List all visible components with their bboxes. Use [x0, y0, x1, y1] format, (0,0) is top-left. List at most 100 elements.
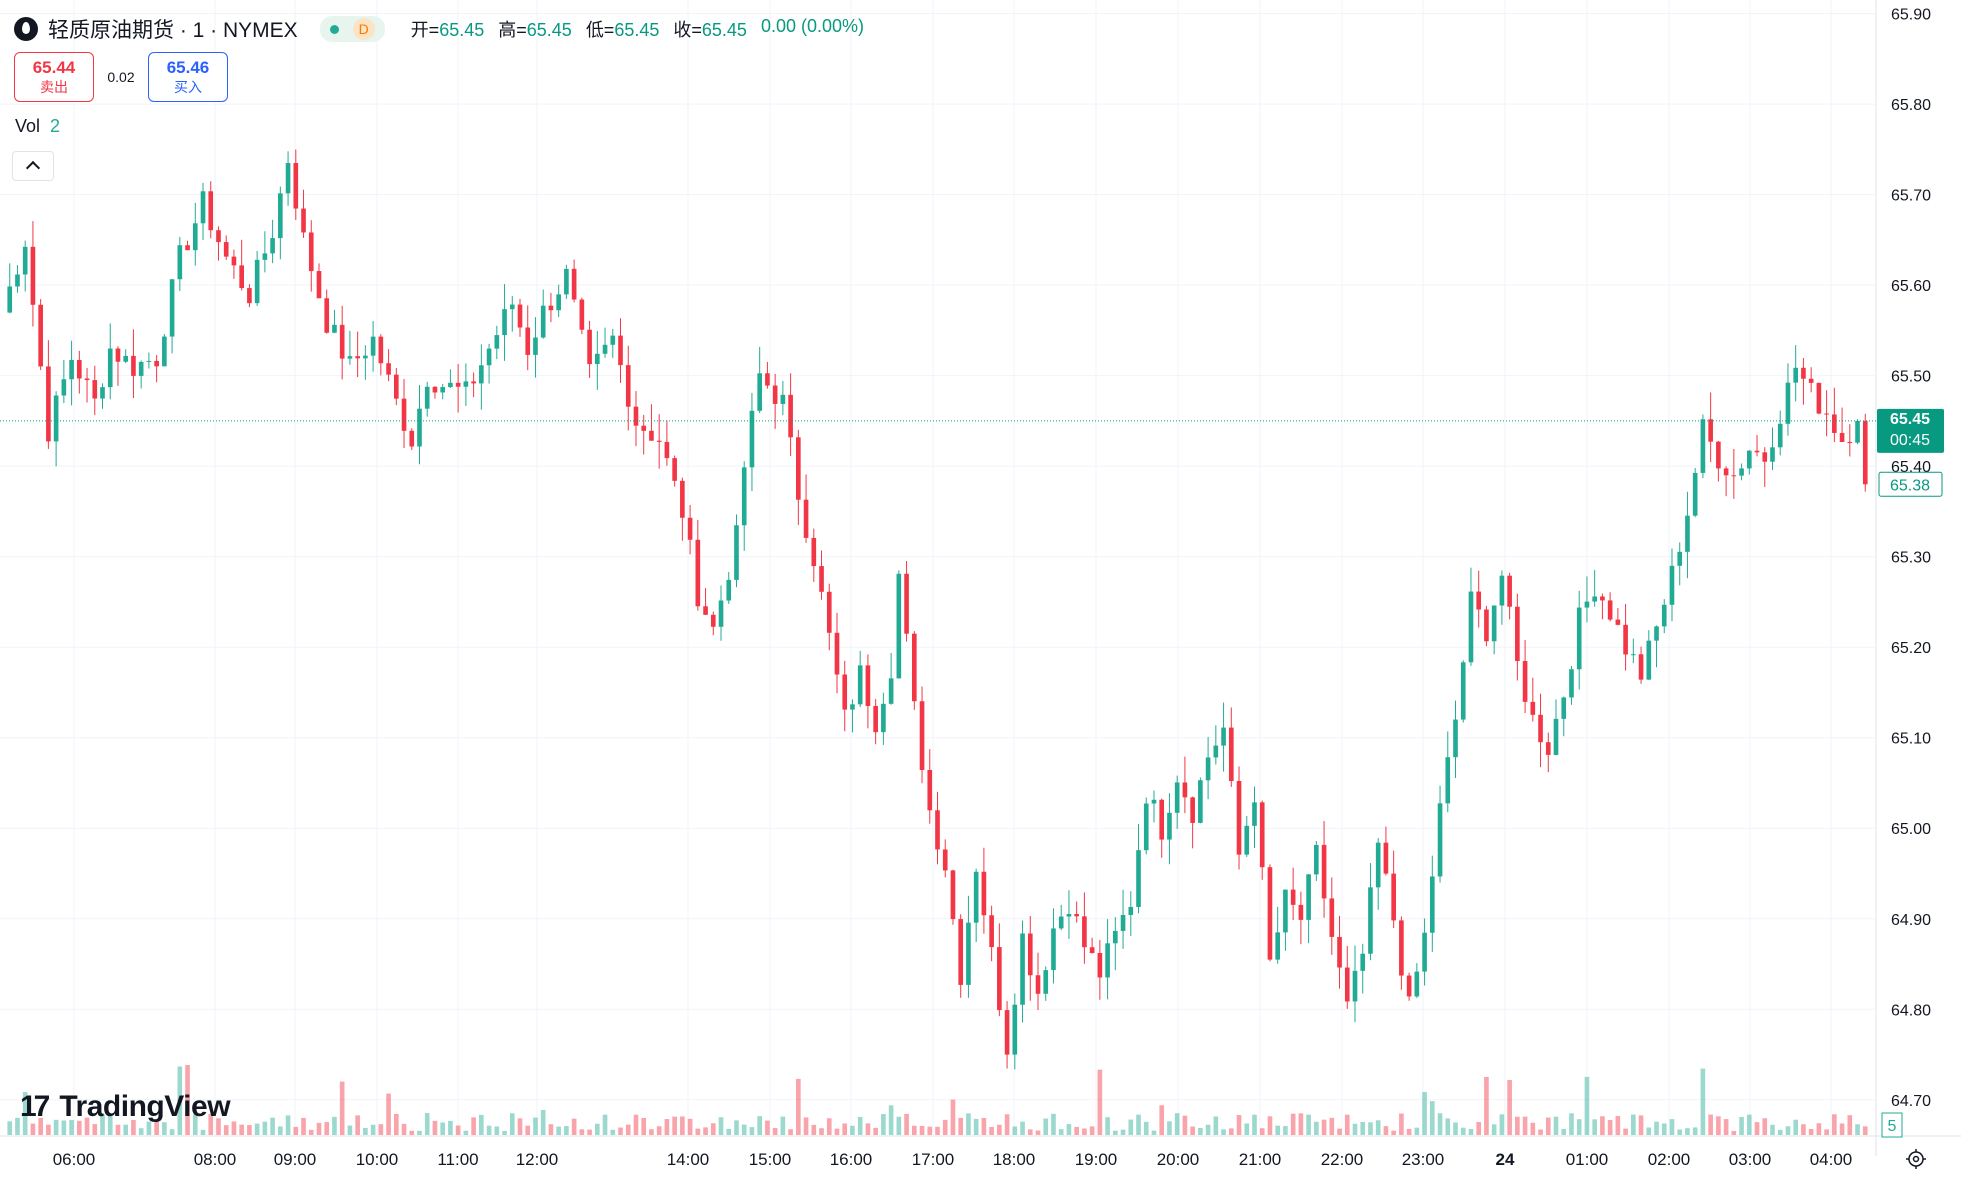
candle-body [942, 849, 948, 871]
volume-bar [981, 1117, 987, 1135]
volume-bar [1020, 1121, 1025, 1135]
ohlc-change: 0.00 (0.00%) [760, 16, 864, 36]
candle-body [811, 537, 817, 567]
candle-body [1692, 472, 1698, 516]
volume-bar [107, 1115, 113, 1135]
symbol-title[interactable]: 轻质原油期货 · 1 · NYMEX [48, 19, 298, 42]
volume-bar [571, 1118, 577, 1135]
time-tick-label: 17:00 [912, 1150, 955, 1169]
candle-body [1383, 842, 1389, 874]
candle-body [579, 299, 585, 330]
collapse-legend-button[interactable] [12, 151, 54, 181]
last-price-label: 65.45 00:45 [1877, 408, 1944, 453]
candle-body [1677, 551, 1683, 566]
time-tick-label: 10:00 [356, 1150, 399, 1169]
volume-bar [216, 1118, 221, 1135]
candle-body [1298, 904, 1304, 920]
volume-bar [1824, 1129, 1829, 1135]
candle-body [710, 614, 716, 627]
candle-body [162, 336, 167, 367]
volume-bar [1167, 1121, 1172, 1135]
time-tick-label: 20:00 [1157, 1150, 1200, 1169]
candle-body [997, 947, 1002, 1011]
volume-bar [1847, 1115, 1853, 1135]
volume-bar [1097, 1069, 1103, 1135]
candle-body [540, 305, 546, 338]
buy-price: 65.46 [166, 58, 210, 77]
volume-bar [1437, 1113, 1443, 1135]
volume-bar [1383, 1126, 1389, 1135]
volume-bar [131, 1119, 136, 1135]
price-tick-label: 65.20 [1891, 640, 1931, 657]
candle-body [231, 256, 237, 266]
candle-body [1058, 916, 1064, 929]
candle-body [1631, 654, 1636, 656]
candle-body [981, 871, 987, 916]
candle-body [169, 279, 175, 337]
volume-bar [455, 1125, 461, 1135]
candle-body [1143, 803, 1149, 851]
volume-bar [1507, 1079, 1512, 1135]
candle-body [509, 304, 515, 310]
volume-legend[interactable]: Vol 2 [15, 116, 60, 137]
volume-bar [332, 1116, 337, 1135]
candle-body [1275, 932, 1281, 960]
candle-body [494, 335, 500, 349]
candle-body [363, 355, 368, 359]
candle-body [1391, 873, 1396, 921]
candle-body [935, 810, 940, 850]
gear-icon[interactable] [1905, 1148, 1927, 1170]
candle-body [796, 437, 801, 500]
candle-body [1816, 382, 1822, 414]
volume-bar [850, 1125, 855, 1135]
buy-button[interactable]: 65.46 买入 [148, 52, 228, 102]
volume-bar [780, 1116, 786, 1135]
time-tick-label: 11:00 [437, 1150, 478, 1169]
candle-body [1174, 782, 1180, 813]
candle-body [826, 591, 832, 633]
candle-body [888, 678, 894, 704]
volume-bar [1584, 1076, 1590, 1135]
candle-body [185, 245, 190, 251]
market-status-pill[interactable]: D [319, 16, 385, 42]
candle-body [1553, 718, 1559, 755]
volume-bar [1352, 1123, 1358, 1135]
candle-body [1290, 889, 1296, 905]
volume-bar [1623, 1128, 1628, 1135]
volume-bar [1329, 1117, 1335, 1135]
candle-body [432, 386, 438, 393]
candle-body [556, 294, 561, 311]
volume-bar [517, 1118, 523, 1135]
candle-body [958, 919, 964, 985]
time-axis[interactable]: 06:00 08:00 09:00 10:00 11:00 12:00 14:00 15:00… [53, 1150, 1853, 1169]
interval-badge: D [352, 18, 375, 40]
sell-button[interactable]: 65.44 卖出 [14, 52, 94, 102]
volume-bar [1259, 1128, 1265, 1135]
market-open-dot-icon [329, 24, 339, 34]
tradingview-logo[interactable]: 17 TradingView [20, 1090, 231, 1124]
volume-bar [393, 1113, 399, 1135]
volume-bar [1592, 1119, 1597, 1135]
volume-bar [1530, 1122, 1536, 1135]
volume-bar [1515, 1116, 1520, 1135]
candle-body [177, 245, 183, 280]
candle-body [656, 440, 662, 442]
volume-bar [479, 1114, 484, 1135]
volume-bar [687, 1118, 693, 1135]
candle-body [865, 665, 871, 706]
price-axis[interactable]: 65.9065.8065.7065.6065.5065.4065.3065.20… [1891, 7, 1931, 1110]
volume-bar [1267, 1116, 1273, 1135]
volume-bar [1460, 1127, 1466, 1135]
candle-body [1074, 914, 1079, 917]
candle-body [393, 374, 399, 399]
volume-bar [610, 1129, 616, 1135]
candle-body [687, 517, 693, 540]
volume-bar [1855, 1124, 1860, 1135]
candle-body [262, 253, 268, 260]
grid [0, 0, 1876, 1136]
candle-body [703, 606, 708, 615]
volume-bar [509, 1113, 515, 1135]
candle-body [857, 665, 863, 705]
candle-body [1739, 468, 1744, 476]
